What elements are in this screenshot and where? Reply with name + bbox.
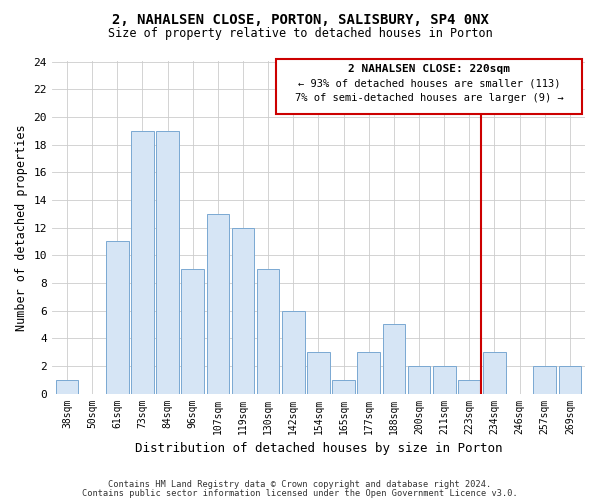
Bar [206, 214, 229, 394]
Bar [307, 352, 330, 394]
Bar [56, 380, 79, 394]
Bar [181, 269, 204, 394]
Bar [358, 352, 380, 394]
Text: Size of property relative to detached houses in Porton: Size of property relative to detached ho… [107, 28, 493, 40]
Text: Contains HM Land Registry data © Crown copyright and database right 2024.: Contains HM Land Registry data © Crown c… [109, 480, 491, 489]
Bar [559, 366, 581, 394]
X-axis label: Distribution of detached houses by size in Porton: Distribution of detached houses by size … [135, 442, 502, 455]
FancyBboxPatch shape [276, 58, 583, 114]
Bar [156, 130, 179, 394]
Bar [106, 242, 128, 394]
Bar [131, 130, 154, 394]
Bar [533, 366, 556, 394]
Text: ← 93% of detached houses are smaller (113): ← 93% of detached houses are smaller (11… [298, 78, 560, 88]
Bar [483, 352, 506, 394]
Text: 2 NAHALSEN CLOSE: 220sqm: 2 NAHALSEN CLOSE: 220sqm [348, 64, 510, 74]
Text: Contains public sector information licensed under the Open Government Licence v3: Contains public sector information licen… [82, 489, 518, 498]
Bar [257, 269, 280, 394]
Bar [232, 228, 254, 394]
Bar [433, 366, 455, 394]
Text: 2, NAHALSEN CLOSE, PORTON, SALISBURY, SP4 0NX: 2, NAHALSEN CLOSE, PORTON, SALISBURY, SP… [112, 12, 488, 26]
Bar [408, 366, 430, 394]
Y-axis label: Number of detached properties: Number of detached properties [15, 124, 28, 331]
Bar [383, 324, 405, 394]
Bar [458, 380, 481, 394]
Bar [282, 310, 305, 394]
Text: 7% of semi-detached houses are larger (9) →: 7% of semi-detached houses are larger (9… [295, 93, 563, 103]
Bar [332, 380, 355, 394]
